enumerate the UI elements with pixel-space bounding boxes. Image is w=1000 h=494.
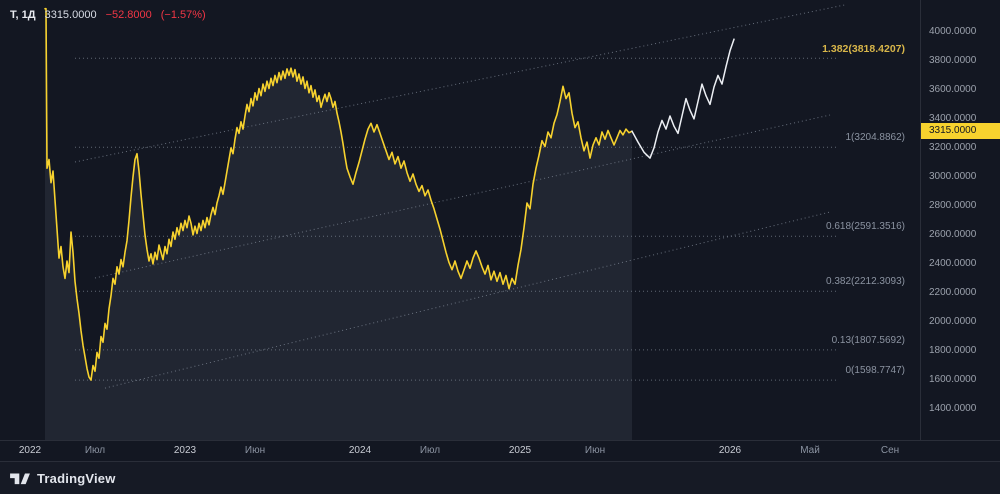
time-axis-label: 2023 [173, 445, 197, 456]
price-axis-label: 1800.0000 [929, 345, 977, 356]
price-change: −52.8000 [105, 9, 152, 21]
time-axis-label: 2022 [18, 445, 42, 456]
price-axis-label: 1600.0000 [929, 374, 977, 385]
price-axis-label: 3000.0000 [929, 171, 977, 182]
chart-plot-area[interactable]: T, 1Д 3315.0000 −52.8000 (−1.57%) 1.382(… [0, 0, 920, 440]
tradingview-brand[interactable]: TradingView [10, 470, 116, 487]
price-axis-label: 2800.0000 [929, 200, 977, 211]
fib-level-label: 1.382(3818.4207) [822, 43, 905, 55]
fib-level-label: 0.618(2591.3516) [826, 221, 905, 232]
tradingview-logo-icon [10, 473, 30, 484]
price-change-percent: (−1.57%) [160, 9, 206, 21]
time-axis-label: Май [800, 445, 820, 456]
time-axis-label: 2025 [508, 445, 532, 456]
price-axis-label: 2000.0000 [929, 316, 977, 327]
time-axis-label: 2024 [348, 445, 372, 456]
price-axis-label: 2600.0000 [929, 229, 977, 240]
price-axis-scale[interactable]: 4000.0000 3800.0000 3600.0000 3400.0000 3200… [920, 0, 1000, 461]
time-axis-label: Сен [880, 445, 900, 456]
time-axis-scale[interactable]: 2022 Июл 2023 Июн 2024 Июл 2025 Июн 2026 Май Сен [0, 440, 1000, 461]
time-axis-label: Июн [584, 445, 606, 456]
symbol-and-interval[interactable]: T, 1Д [10, 9, 36, 21]
tradingview-wordmark: TradingView [37, 470, 116, 486]
time-axis-label: 2026 [718, 445, 742, 456]
bottom-toolbar: TradingView [0, 461, 1000, 494]
last-price: 3315.0000 [44, 9, 97, 21]
price-chart[interactable] [0, 0, 920, 440]
symbol-header[interactable]: T, 1Д 3315.0000 −52.8000 (−1.57%) [10, 9, 206, 21]
price-axis-label: 4000.0000 [929, 26, 977, 37]
price-axis-label: 1400.0000 [929, 403, 977, 414]
price-axis-label: 2200.0000 [929, 287, 977, 298]
price-axis-label: 3400.0000 [929, 113, 977, 124]
fib-level-label: 0.13(1807.5692) [831, 335, 905, 346]
time-axis-label: Июн [244, 445, 266, 456]
fib-level-label: 1(3204.8862) [845, 132, 906, 143]
time-axis-label: Июл [419, 445, 441, 456]
price-axis-label: 3200.0000 [929, 142, 977, 153]
fib-level-label: 0(1598.7747) [845, 365, 906, 376]
price-axis-label: 3600.0000 [929, 84, 977, 95]
fib-level-label: 0.382(2212.3093) [826, 276, 905, 287]
time-axis-label: Июл [84, 445, 106, 456]
price-axis-label: 3800.0000 [929, 55, 977, 66]
price-axis-label: 2400.0000 [929, 258, 977, 269]
current-price-badge: 3315.0000 [921, 123, 1000, 139]
